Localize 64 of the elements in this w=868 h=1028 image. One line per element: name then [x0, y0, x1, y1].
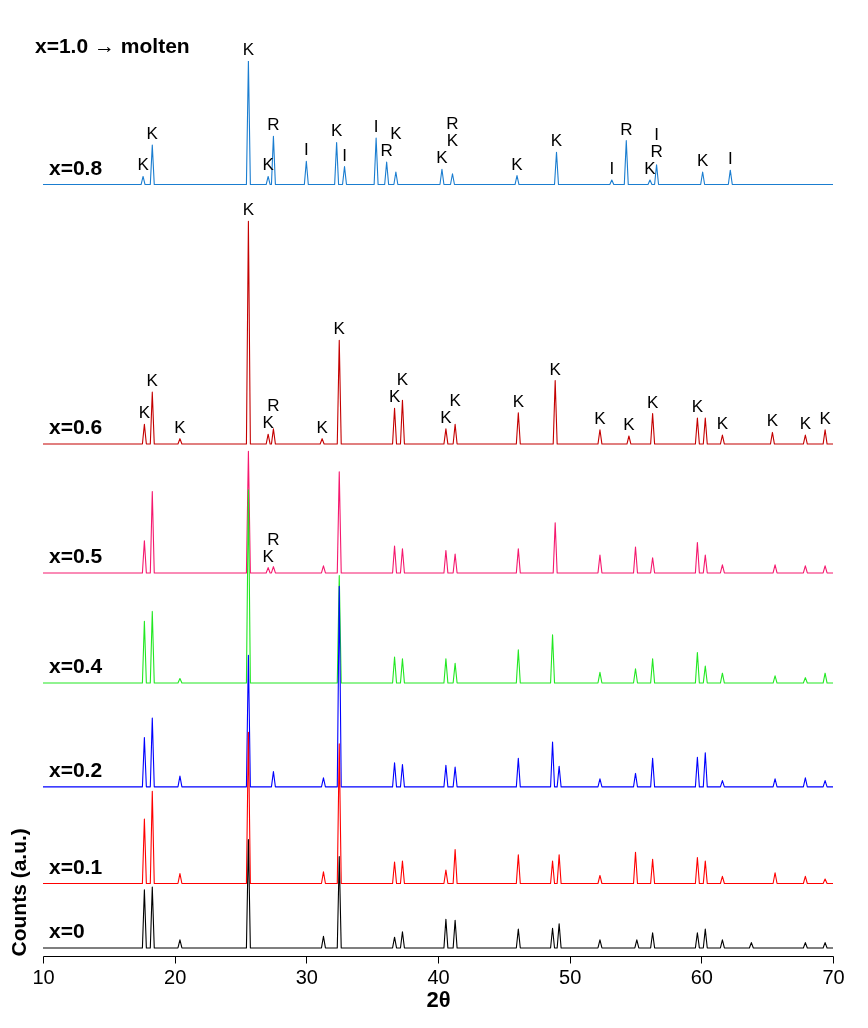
annotation: K: [436, 148, 449, 168]
annotation: K: [138, 403, 151, 423]
annotation: R: [380, 141, 393, 161]
annotation: K: [819, 408, 832, 428]
x-tick-label: 20: [164, 965, 187, 988]
series-label: x=0.8: [49, 155, 103, 179]
x-tick-label: 10: [32, 965, 55, 988]
annotation: I: [303, 140, 309, 160]
annotation: K: [766, 411, 779, 431]
annotation: K: [594, 408, 607, 428]
annotation: K: [242, 40, 255, 59]
series-label: x=0.5: [49, 543, 103, 567]
annotation: K: [449, 390, 462, 410]
annotation: K: [137, 155, 150, 175]
annotation: K: [390, 124, 403, 144]
x-tick-label: 70: [822, 965, 845, 988]
annotation: R: [446, 114, 459, 134]
annotation: K: [646, 392, 659, 412]
annotation: K: [440, 407, 453, 427]
annotation: I: [342, 145, 347, 165]
annotation: K: [512, 391, 525, 411]
annotation: K: [242, 200, 255, 220]
annotation: K: [262, 546, 275, 566]
annotation: K: [550, 131, 563, 151]
series-label: x=0.2: [49, 757, 103, 781]
annotation: R: [267, 115, 280, 135]
annotation: K: [716, 414, 729, 434]
annotation: K: [262, 413, 275, 433]
annotation: K: [146, 371, 159, 391]
annotation: K: [644, 159, 657, 179]
annotation: K: [623, 415, 636, 435]
series-label: x=0.1: [49, 854, 103, 878]
x-tick-label: 50: [559, 965, 582, 988]
annotation: I: [373, 116, 379, 136]
annotation: K: [316, 417, 329, 437]
annotation: R: [267, 396, 280, 416]
annotation: K: [262, 155, 275, 175]
series-label: x=0.4: [49, 654, 103, 678]
annotation: K: [691, 397, 704, 417]
annotation: K: [696, 150, 709, 170]
x-axis-title: 2θ: [426, 986, 451, 1012]
annotation: K: [388, 387, 401, 407]
text: x=1.0 → molten: [35, 34, 190, 57]
series-label: x=0: [49, 918, 85, 942]
annotation: I: [727, 149, 733, 169]
annotation: R: [650, 142, 663, 162]
annotation: I: [654, 125, 659, 145]
y-axis-title: Counts (a.u.): [6, 828, 30, 957]
annotation: K: [396, 370, 409, 390]
series-label: x=0.6: [49, 415, 103, 439]
annotation: I: [609, 159, 615, 179]
annotation: K: [333, 319, 346, 339]
annotation: K: [799, 414, 812, 434]
x-tick-label: 30: [295, 965, 318, 988]
annotation: K: [146, 124, 159, 144]
annotation: R: [267, 529, 280, 549]
x-tick-label: 40: [427, 965, 450, 988]
annotation: K: [549, 359, 562, 379]
annotation: K: [446, 131, 459, 151]
annotation: R: [620, 119, 633, 139]
x-tick-label: 60: [690, 965, 713, 988]
annotation: K: [330, 121, 343, 141]
annotation: K: [174, 417, 187, 437]
annotation: K: [511, 154, 524, 174]
